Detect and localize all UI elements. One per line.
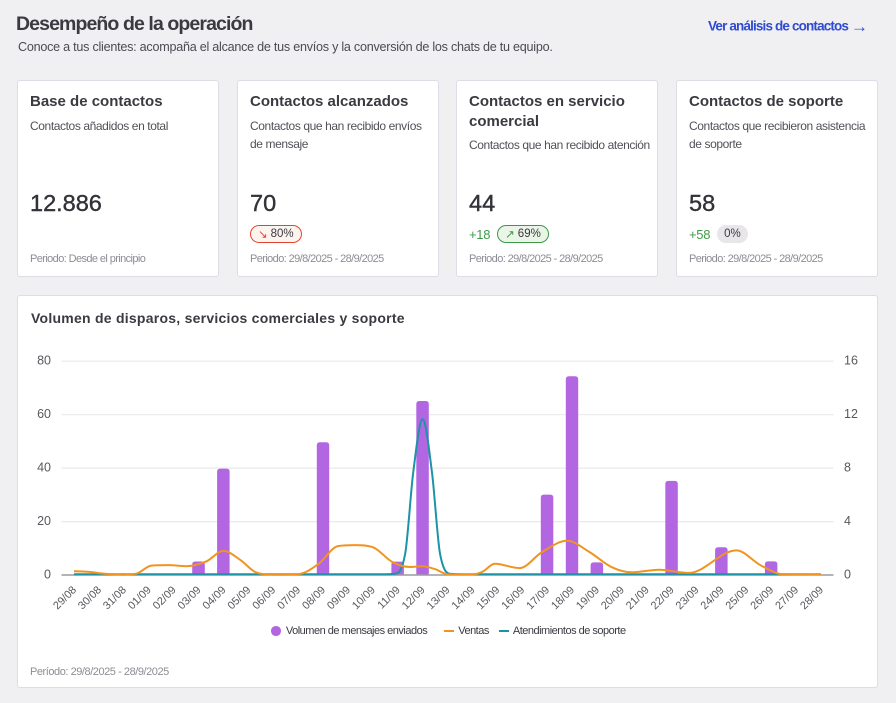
svg-text:29/08: 29/08 <box>51 584 79 612</box>
svg-text:12: 12 <box>844 407 858 421</box>
svg-text:40: 40 <box>37 461 51 475</box>
svg-text:0: 0 <box>844 567 851 581</box>
svg-text:10/09: 10/09 <box>350 584 378 612</box>
svg-text:23/09: 23/09 <box>674 584 702 612</box>
svg-text:4: 4 <box>844 514 851 528</box>
svg-text:01/09: 01/09 <box>126 584 154 612</box>
svg-text:25/09: 25/09 <box>723 584 751 612</box>
svg-text:05/09: 05/09 <box>225 584 253 612</box>
svg-text:13/09: 13/09 <box>425 584 453 612</box>
svg-text:17/09: 17/09 <box>524 584 552 612</box>
svg-text:0: 0 <box>44 567 51 581</box>
svg-text:02/09: 02/09 <box>151 584 179 612</box>
svg-text:26/09: 26/09 <box>748 584 776 612</box>
svg-text:06/09: 06/09 <box>250 584 278 612</box>
svg-text:80: 80 <box>37 354 51 368</box>
svg-text:31/08: 31/08 <box>101 584 129 612</box>
svg-text:24/09: 24/09 <box>699 584 727 612</box>
svg-text:04/09: 04/09 <box>201 584 229 612</box>
svg-text:20: 20 <box>37 514 51 528</box>
svg-text:20/09: 20/09 <box>599 584 627 612</box>
svg-text:12/09: 12/09 <box>400 584 428 612</box>
svg-text:21/09: 21/09 <box>624 584 652 612</box>
svg-text:18/09: 18/09 <box>549 584 577 612</box>
svg-text:11/09: 11/09 <box>375 584 402 611</box>
svg-text:08/09: 08/09 <box>300 584 328 612</box>
svg-text:30/08: 30/08 <box>76 584 104 612</box>
svg-text:27/09: 27/09 <box>773 584 801 612</box>
svg-text:8: 8 <box>844 461 851 475</box>
svg-text:14/09: 14/09 <box>450 584 478 612</box>
svg-text:15/09: 15/09 <box>474 584 502 612</box>
svg-text:16: 16 <box>844 354 858 368</box>
svg-text:22/09: 22/09 <box>649 584 677 612</box>
svg-text:16/09: 16/09 <box>499 584 527 612</box>
svg-text:19/09: 19/09 <box>574 584 602 612</box>
svg-text:28/09: 28/09 <box>798 584 826 612</box>
svg-text:09/09: 09/09 <box>325 584 353 612</box>
svg-text:60: 60 <box>37 407 51 421</box>
svg-text:03/09: 03/09 <box>176 584 204 612</box>
svg-text:07/09: 07/09 <box>275 584 303 612</box>
